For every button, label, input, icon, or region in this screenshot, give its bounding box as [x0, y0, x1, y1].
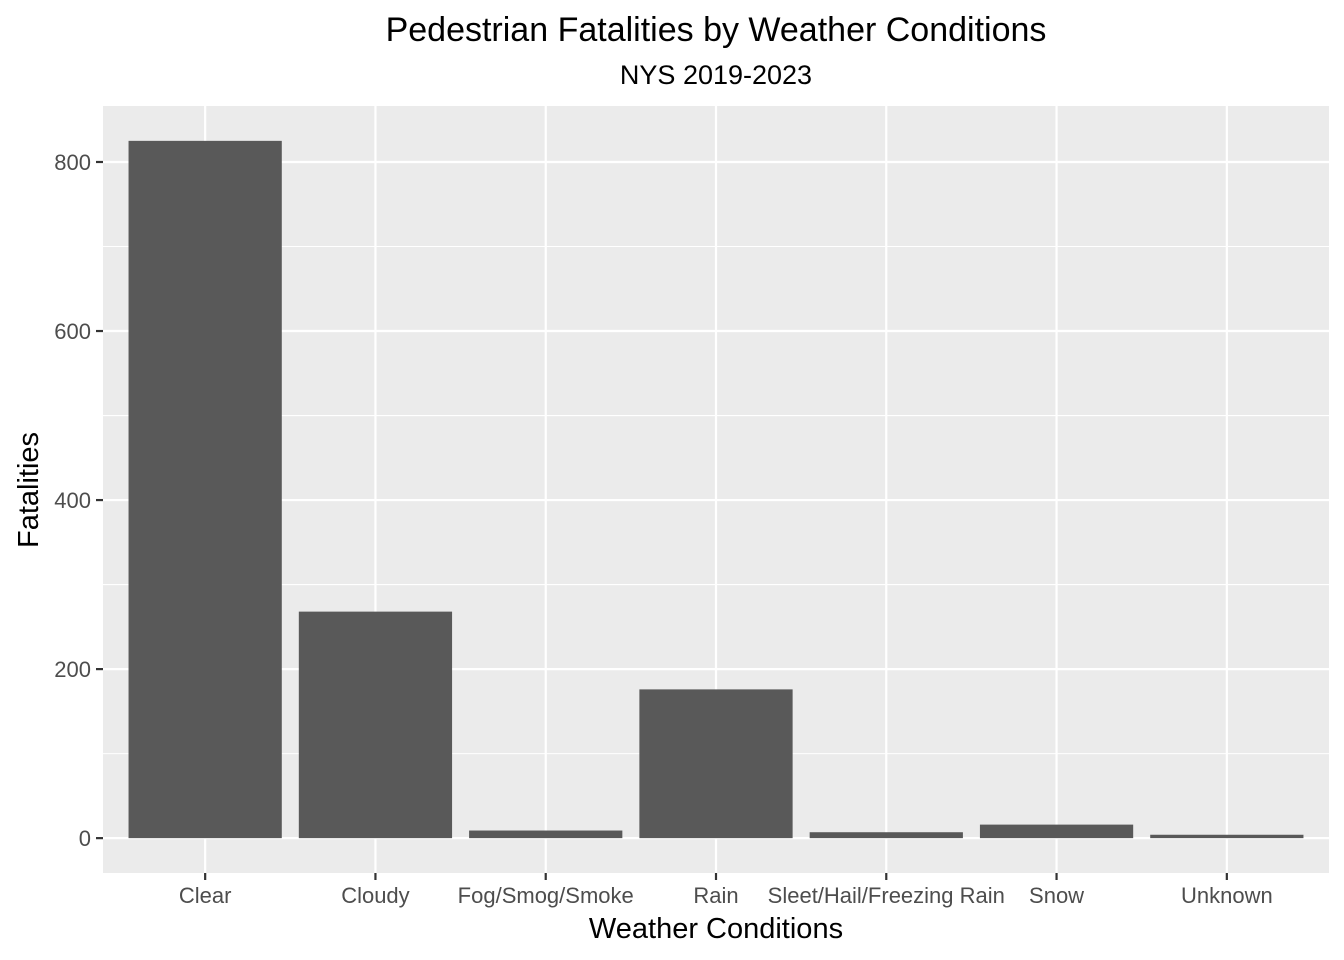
x-tick-label: Cloudy [341, 883, 409, 908]
x-axis-title: Weather Conditions [589, 913, 843, 945]
bar-sleet-hail-freezing-rain [809, 832, 963, 839]
bar-cloudy [298, 611, 453, 839]
x-axis: Clear Cloudy Fog/Smog/Smoke Rain Sleet/Hail/… [179, 873, 1273, 908]
bar-rain [639, 689, 793, 839]
y-axis: 0 200 400 600 800 [54, 150, 103, 851]
bar-snow [979, 824, 1134, 839]
y-axis-title: Fatalities [13, 432, 45, 548]
x-tick-label: Fog/Smog/Smoke [458, 883, 634, 908]
bar-clear [128, 140, 282, 839]
bar-unknown [1150, 834, 1304, 839]
x-tick-label: Snow [1029, 883, 1084, 908]
x-tick-label: Sleet/Hail/Freezing Rain [768, 883, 1005, 908]
y-tick-label: 800 [54, 150, 91, 175]
chart-title: Pedestrian Fatalities by Weather Conditi… [386, 11, 1047, 49]
y-tick-label: 200 [54, 657, 91, 682]
bar-fog-smog-smoke [469, 830, 623, 839]
x-tick-label: Unknown [1181, 883, 1273, 908]
x-tick-label: Rain [693, 883, 738, 908]
x-tick-label: Clear [179, 883, 232, 908]
y-tick-label: 600 [54, 319, 91, 344]
chart-subtitle: NYS 2019-2023 [620, 60, 812, 90]
bars [128, 140, 1304, 839]
y-tick-label: 0 [79, 826, 91, 851]
y-tick-label: 400 [54, 488, 91, 513]
